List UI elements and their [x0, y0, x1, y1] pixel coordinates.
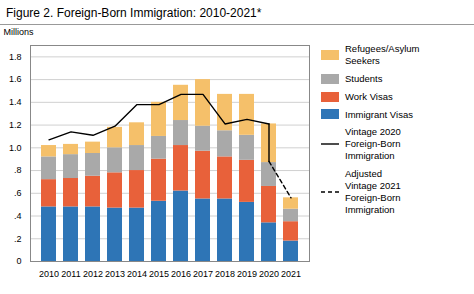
html-text:Work Visas: Work Visas: [345, 90, 393, 102]
svg-text:2011: 2011: [61, 269, 80, 279]
html-text:Figure 2. Foreign-Born Immigra: Figure 2. Foreign-Born Immigration: 2010…: [6, 6, 262, 20]
svg-text:0: 0: [16, 256, 21, 266]
html-text:Immigrant Visas: Immigrant Visas: [345, 108, 413, 120]
html-text:Vintage 2020 Foreign-Born Immi: Vintage 2020 Foreign-Born Immigration: [345, 126, 401, 162]
svg-text:2010: 2010: [39, 269, 59, 279]
svg-text:.6: .6: [14, 188, 22, 198]
svg-text:2015: 2015: [149, 269, 169, 279]
svg-text:1.4: 1.4: [9, 97, 22, 107]
svg-text:2012: 2012: [83, 269, 103, 279]
html-text:Refugees/Asylum Seekers: Refugees/Asylum Seekers: [345, 43, 420, 66]
svg-text:2017: 2017: [193, 269, 213, 279]
svg-text:.8: .8: [14, 165, 22, 175]
svg-text:1.8: 1.8: [9, 52, 22, 62]
svg-text:2013: 2013: [105, 269, 125, 279]
svg-text:2016: 2016: [171, 269, 191, 279]
svg-text:2021: 2021: [281, 269, 301, 279]
svg-text:2018: 2018: [215, 269, 235, 279]
svg-text:1.2: 1.2: [9, 120, 22, 130]
svg-text:.4: .4: [14, 211, 22, 221]
svg-text:2019: 2019: [237, 269, 257, 279]
html-text:Students: Students: [345, 72, 383, 84]
svg-text:2014: 2014: [127, 269, 147, 279]
svg-text:1.0: 1.0: [9, 143, 22, 153]
html-text:Adjusted Vintage 2021 Foreign-: Adjusted Vintage 2021 Foreign-Born Immig…: [345, 168, 401, 215]
svg-text:1.6: 1.6: [9, 74, 22, 84]
svg-text:2020: 2020: [259, 269, 279, 279]
svg-text:.2: .2: [14, 234, 22, 244]
svg-text:Millions: Millions: [4, 27, 35, 37]
